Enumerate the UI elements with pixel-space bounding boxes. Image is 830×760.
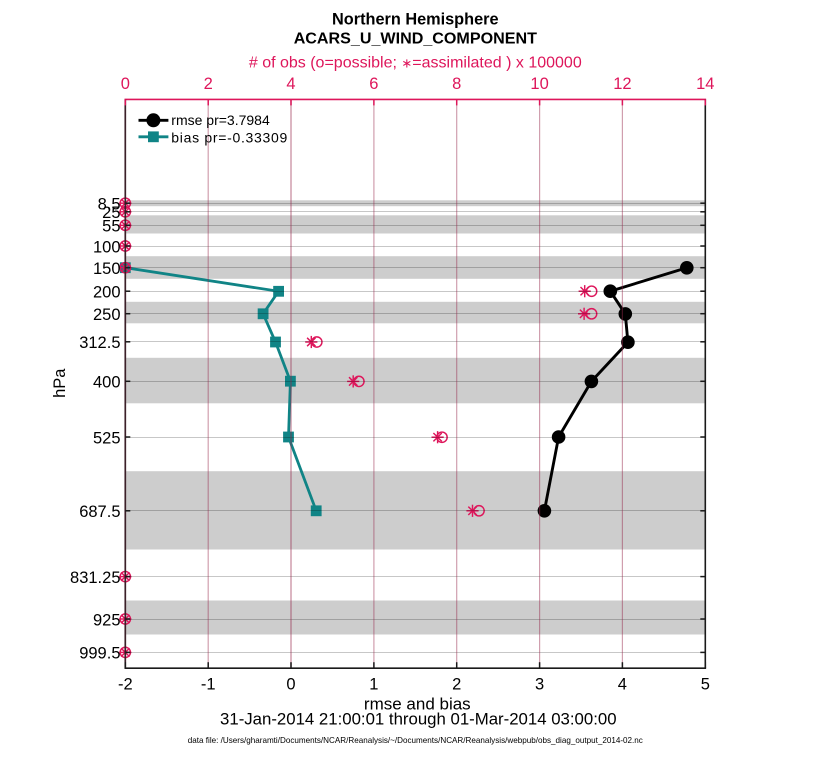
svg-text:rmse and bias: rmse and bias [364, 695, 471, 714]
svg-text:400: 400 [93, 374, 121, 392]
svg-text:# of obs (o=possible; ∗=assimi: # of obs (o=possible; ∗=assimilated ) x … [249, 55, 582, 72]
svg-text:25: 25 [102, 204, 120, 222]
svg-text:8.5: 8.5 [98, 196, 121, 214]
svg-text:5: 5 [701, 676, 710, 694]
svg-text:ACARS_U_WIND_COMPONENT: ACARS_U_WIND_COMPONENT [294, 30, 537, 48]
svg-text:687.5: 687.5 [79, 503, 120, 521]
svg-text:831.25: 831.25 [70, 569, 120, 587]
svg-text:hPa: hPa [51, 368, 69, 398]
svg-text:250: 250 [93, 306, 121, 324]
svg-text:312.5: 312.5 [79, 334, 120, 352]
svg-text:data file: /Users/gharamti/Doc: data file: /Users/gharamti/Documents/NCA… [188, 736, 643, 745]
svg-text:3: 3 [535, 676, 544, 694]
svg-text:10: 10 [530, 75, 548, 93]
svg-text:55: 55 [102, 218, 120, 236]
svg-text:6: 6 [369, 75, 378, 93]
svg-text:150: 150 [93, 260, 121, 278]
svg-text:12: 12 [613, 75, 631, 93]
svg-text:2: 2 [452, 676, 461, 694]
svg-text:0: 0 [121, 75, 130, 93]
svg-text:-1: -1 [201, 676, 216, 694]
svg-text:100: 100 [93, 238, 121, 256]
svg-text:525: 525 [93, 429, 121, 447]
svg-text:2: 2 [204, 75, 213, 93]
svg-text:0: 0 [286, 676, 295, 694]
svg-text:Northern Hemisphere: Northern Hemisphere [332, 11, 498, 29]
svg-text:4: 4 [286, 75, 295, 93]
svg-text:bias pr=-0.33309: bias pr=-0.33309 [171, 129, 288, 145]
svg-text:4: 4 [618, 676, 627, 694]
svg-text:1: 1 [369, 676, 378, 694]
svg-text:14: 14 [696, 75, 714, 93]
svg-text:8: 8 [452, 75, 461, 93]
svg-text:rmse pr=3.7984: rmse pr=3.7984 [171, 112, 270, 128]
svg-text:925: 925 [93, 611, 121, 629]
svg-text:31-Jan-2014 21:00:01 through 0: 31-Jan-2014 21:00:01 through 01-Mar-2014… [220, 710, 617, 729]
svg-text:999.5: 999.5 [79, 645, 120, 663]
svg-text:-2: -2 [118, 676, 133, 694]
svg-text:200: 200 [93, 284, 121, 302]
